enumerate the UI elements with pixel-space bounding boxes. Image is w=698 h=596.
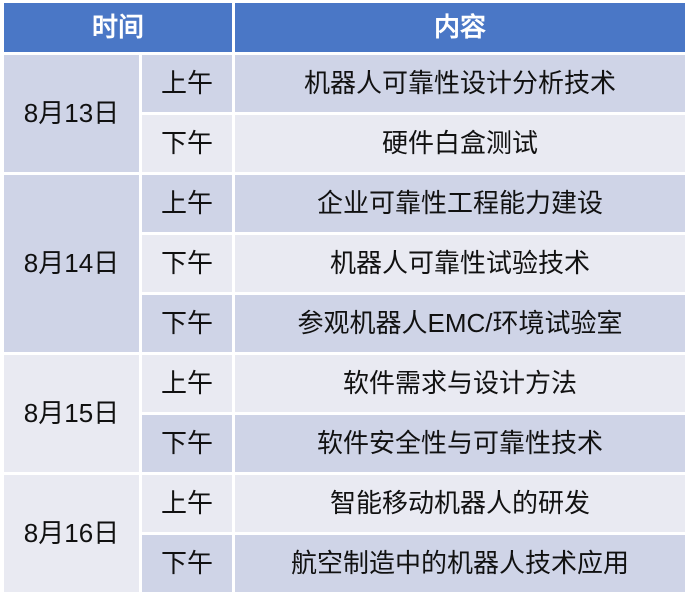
content-cell: 硬件白盒测试 <box>235 115 685 172</box>
column-header-time: 时间 <box>4 3 232 52</box>
period-cell: 上午 <box>142 355 232 412</box>
table-row: 8月16日 上午 智能移动机器人的研发 <box>4 475 685 592</box>
content-cell: 智能移动机器人的研发 <box>235 475 685 532</box>
table-row: 下午 硬件白盒测试 <box>4 115 685 172</box>
table-row: 下午 参观机器人EMC/环境试验室 <box>4 295 685 352</box>
date-cell-aug16: 8月16日 <box>4 475 139 592</box>
table-row: 8月13日 上午 机器人可靠性设计分析技术 <box>4 55 685 172</box>
period-cell: 上午 <box>142 55 232 112</box>
content-cell: 软件需求与设计方法 <box>235 355 685 412</box>
period-cell: 下午 <box>142 295 232 352</box>
period-cell: 上午 <box>142 175 232 232</box>
date-cell-aug14: 8月14日 <box>4 175 139 352</box>
table-row: 8月14日 上午 企业可靠性工程能力建设 <box>4 175 685 352</box>
date-cell-aug15: 8月15日 <box>4 355 139 472</box>
period-cell: 下午 <box>142 415 232 472</box>
period-cell: 下午 <box>142 115 232 172</box>
content-cell: 航空制造中的机器人技术应用 <box>235 535 685 592</box>
content-cell: 企业可靠性工程能力建设 <box>235 175 685 232</box>
content-cell: 软件安全性与可靠性技术 <box>235 415 685 472</box>
period-cell: 下午 <box>142 235 232 292</box>
table-row: 下午 航空制造中的机器人技术应用 <box>4 535 685 592</box>
date-cell-aug13: 8月13日 <box>4 55 139 172</box>
content-cell: 机器人可靠性试验技术 <box>235 235 685 292</box>
table-header-row: 时间 内容 <box>4 3 685 52</box>
table-row: 下午 软件安全性与可靠性技术 <box>4 415 685 472</box>
period-cell: 上午 <box>142 475 232 532</box>
content-cell: 参观机器人EMC/环境试验室 <box>235 295 685 352</box>
table-row: 下午 机器人可靠性试验技术 <box>4 235 685 292</box>
table-row: 8月15日 上午 软件需求与设计方法 <box>4 355 685 472</box>
content-cell: 机器人可靠性设计分析技术 <box>235 55 685 112</box>
column-header-content: 内容 <box>235 3 685 52</box>
period-cell: 下午 <box>142 535 232 592</box>
